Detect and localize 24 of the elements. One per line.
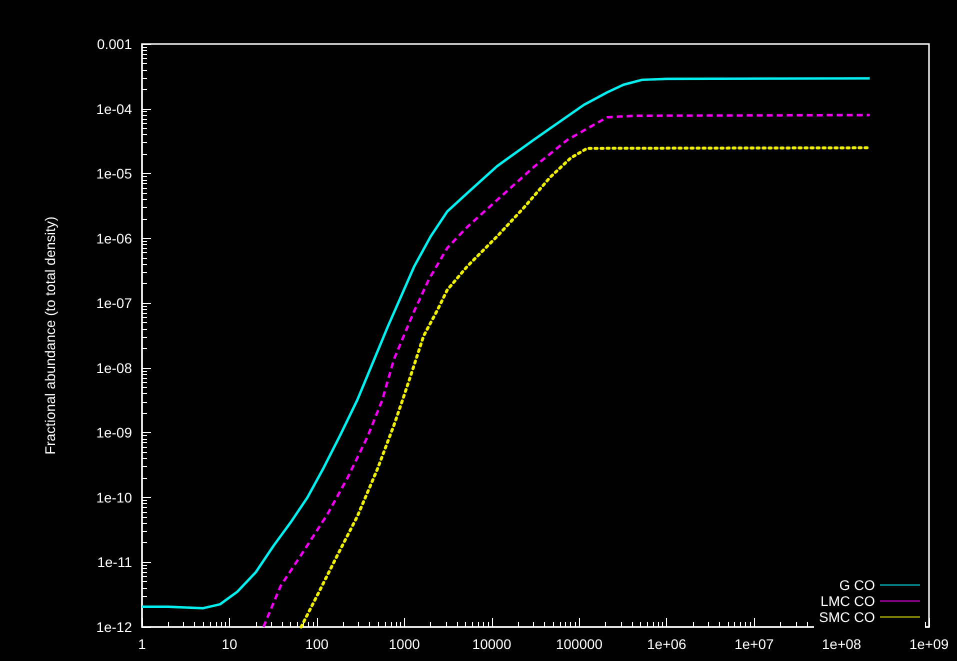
y-tick-label: 1e-04 <box>96 100 132 117</box>
x-tick-label: 10 <box>222 636 238 652</box>
x-tick-label: 1e+09 <box>909 636 949 652</box>
y-tick-label: 1e-09 <box>96 424 132 441</box>
x-tick-label: 1e+08 <box>822 636 862 652</box>
y-tick-label: 1e-07 <box>96 295 132 312</box>
y-tick-label: 1e-11 <box>97 554 132 570</box>
y-tick-label: 0.001 <box>96 36 132 52</box>
legend-label: G CO <box>839 577 876 593</box>
x-tick-label: 1e+06 <box>647 636 687 652</box>
legend-label: LMC CO <box>820 593 876 609</box>
y-tick-label: 1e-05 <box>96 166 132 182</box>
x-tick-label: 1000 <box>388 636 420 652</box>
y-tick-label: 1e-06 <box>96 230 132 246</box>
x-tick-label: 100 <box>305 636 329 652</box>
y-tick-label: 1e-12 <box>96 619 132 635</box>
y-tick-label: 1e-10 <box>96 489 132 506</box>
x-tick-label: 1e+07 <box>734 636 774 652</box>
legend-label: SMC CO <box>819 609 876 625</box>
x-tick-label: 1 <box>138 636 146 652</box>
y-axis-title: Fractional abundance (to total density) <box>42 216 58 455</box>
x-tick-label: 10000 <box>472 636 512 652</box>
y-tick-label: 1e-08 <box>96 360 132 376</box>
x-tick-label: 100000 <box>556 636 603 652</box>
